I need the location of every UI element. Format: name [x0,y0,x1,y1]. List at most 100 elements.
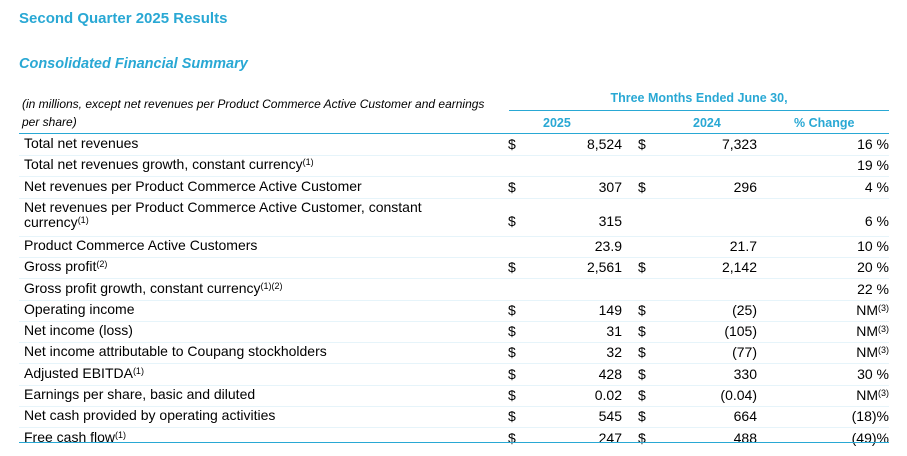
currency-symbol-2024: $ [638,301,646,318]
percent-change-value: (18)% [851,408,889,425]
footnote-ref: (1) [132,365,144,376]
value-2025: 23.9 [594,237,622,254]
row-divider [19,256,889,258]
currency-symbol-2024: $ [638,178,646,195]
percent-change-value: NM [856,344,878,361]
row-divider [19,299,889,301]
row-label: Gross profit growth, constant currency(1… [24,279,283,296]
period-header-rule [509,110,889,111]
row-label: Net revenues per Product Commerce Active… [24,178,362,194]
table-row: Net revenues per Product Commerce Active… [0,198,907,236]
row-divider [19,384,889,386]
row-label: Net income attributable to Coupang stock… [24,344,327,359]
percent-change: 30 % [857,366,889,382]
percent-change: NM(3) [856,344,889,360]
footnote-ref: (1) [115,429,127,440]
row-label: Operating income [24,300,135,317]
row-label: Net revenues per Product Commerce Active… [24,199,484,230]
percent-change: NM(3) [856,302,889,318]
percent-change-value: 10 % [857,237,889,254]
percent-change-value: NM [856,301,878,318]
value-2024: 21.7 [729,237,757,254]
value-2025: 428 [598,365,622,382]
row-label-text: Adjusted EBITDA [24,364,133,381]
percent-change: 6 % [865,213,889,229]
table-row: Product Commerce Active Customers 23.9 21.… [0,236,907,257]
value-2024: 330 [733,365,757,382]
table-row: Earnings per share, basic and diluted $0.… [0,385,907,406]
table-bottom-rule [19,442,889,443]
col-header-2025: 2025 [543,116,571,130]
percent-change: NM(3) [856,387,889,403]
percent-change: 10 % [857,238,889,254]
row-divider [19,427,889,429]
row-label: Net income (loss) [24,323,133,338]
row-divider [19,197,889,199]
table-unit-note: (in millions, except net revenues per Pr… [22,97,485,129]
table-row: Gross profit(2) $2,561 $2,142 20 % [0,257,907,278]
table-row: Total net revenues $8,524 $7,323 16 % [0,134,907,155]
footnote-ref: (3) [878,388,889,398]
currency-symbol-2025: $ [508,365,516,382]
value-2025: 247 [598,429,622,446]
table-row: Net income (loss) $31 $ (105) NM(3) [0,321,907,342]
row-label-text: Total net revenues growth, constant curr… [24,156,303,173]
value-2024: (105) [724,323,757,340]
value-2025: 8,524 [586,136,622,152]
value-2024: 7,323 [721,136,757,152]
footnote-ref: (3) [878,345,889,356]
table-row: Net cash provided by operating activitie… [0,406,907,427]
row-label-text: Product Commerce Active Customers [24,236,258,253]
percent-change-value: 22 % [857,280,889,297]
percent-change-value: 4 % [864,178,889,195]
header-rule [19,133,889,134]
currency-symbol-2024: $ [638,259,646,276]
value-2024: (77) [732,344,757,361]
table-row: Total net revenues growth, constant curr… [0,155,907,176]
currency-symbol-2025: $ [508,136,516,152]
row-label-text: Free cash flow [24,428,116,445]
footnote-ref: (2) [96,259,108,270]
col-header-2024: 2024 [693,116,721,130]
row-label-text: Gross profit growth, constant currency [24,279,261,296]
percent-change-value: NM [856,387,878,403]
row-label-text: Net income (loss) [24,322,133,339]
row-divider [19,155,889,156]
currency-symbol-2025: $ [508,387,516,403]
percent-change-value: 16 % [857,136,889,152]
percent-change: 22 % [857,281,889,297]
value-2024: 488 [733,429,757,446]
value-2024: 664 [733,408,757,425]
row-label: Total net revenues [24,136,138,151]
value-2025: 0.02 [594,387,622,403]
value-2024: (0.04) [720,387,757,403]
value-2025: 32 [606,344,622,361]
percent-change: (49)% [852,430,889,446]
value-2025: 307 [598,178,622,195]
row-divider [19,278,889,280]
col-header-change: % Change [794,116,855,130]
currency-symbol-2025: $ [508,344,516,361]
currency-symbol-2024: $ [638,323,646,340]
footnote-ref: (3) [878,324,889,335]
table-row: Operating income $149 $ (25) NM(3) [0,300,907,321]
percent-change-value: 19 % [857,157,889,174]
currency-symbol-2025: $ [508,429,516,446]
row-label-text: Net cash provided by operating activitie… [24,407,276,424]
row-divider [19,235,889,237]
table-row: Free cash flow(1) $247 $488 (49)% [0,428,907,449]
table-row: Net income attributable to Coupang stock… [0,342,907,363]
currency-symbol-2024: $ [638,136,646,152]
percent-change: (18)% [852,408,889,424]
row-divider [19,363,889,365]
value-2025: 2,561 [586,259,622,276]
percent-change: 4 % [865,179,889,195]
row-label-text: Operating income [24,300,135,317]
percent-change-value: NM [856,323,878,340]
row-label: Earnings per share, basic and diluted [24,387,255,402]
row-label: Gross profit(2) [24,259,107,274]
row-divider [19,406,889,407]
row-divider [19,342,889,344]
percent-change-value: 20 % [857,259,889,276]
percent-change: 16 % [857,136,889,152]
